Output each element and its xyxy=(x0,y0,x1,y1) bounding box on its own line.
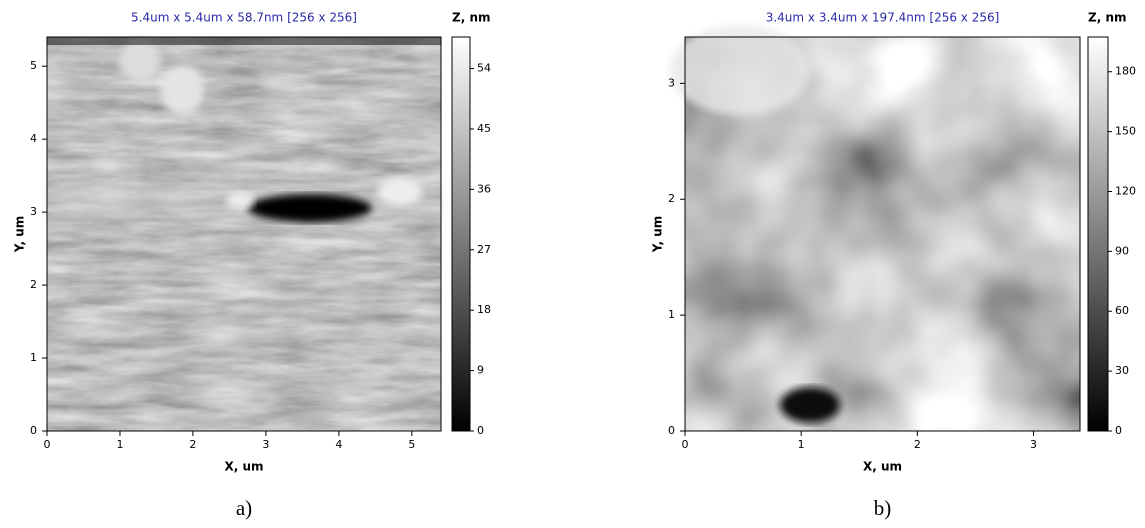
y-tick-label: 0 xyxy=(30,424,37,437)
x-tick-label: 2 xyxy=(914,438,921,451)
colorbar-tick-label: 60 xyxy=(1115,304,1129,317)
caption: b) xyxy=(874,496,892,520)
x-axis-label: X, um xyxy=(224,460,263,474)
x-tick-label: 1 xyxy=(798,438,805,451)
colorbar-tick-label: 9 xyxy=(477,364,484,377)
x-tick-label: 3 xyxy=(1030,438,1037,451)
x-tick-label: 0 xyxy=(682,438,689,451)
colorbar-tick-label: 90 xyxy=(1115,244,1129,257)
colorbar-tick-label: 180 xyxy=(1115,65,1136,78)
colorbar-tick-label: 27 xyxy=(477,243,491,256)
colorbar-tick-label: 120 xyxy=(1115,184,1136,197)
colorbar-tick-label: 36 xyxy=(477,182,491,195)
x-axis-label: X, um xyxy=(863,460,902,474)
x-tick-label: 0 xyxy=(44,438,51,451)
x-tick-label: 1 xyxy=(116,438,123,451)
x-tick-label: 2 xyxy=(189,438,196,451)
colorbar xyxy=(451,36,471,432)
plot-frame xyxy=(684,36,1081,432)
colorbar-tick-label: 0 xyxy=(1115,424,1122,437)
x-tick-label: 4 xyxy=(335,438,342,451)
x-tick-label: 5 xyxy=(408,438,415,451)
colorbar-tick-label: 0 xyxy=(477,424,484,437)
colorbar-label: Z, nm xyxy=(452,11,490,25)
y-tick-label: 1 xyxy=(30,351,37,364)
y-tick-label: 3 xyxy=(30,205,37,218)
chart-title: 5.4um x 5.4um x 58.7nm [256 x 256] xyxy=(131,11,357,25)
y-tick-label: 4 xyxy=(30,132,37,145)
y-tick-label: 0 xyxy=(668,424,675,437)
chart-title: 3.4um x 3.4um x 197.4nm [256 x 256] xyxy=(766,11,1000,25)
colorbar-label: Z, nm xyxy=(1088,11,1126,25)
y-tick-label: 5 xyxy=(30,59,37,72)
caption: a) xyxy=(236,496,252,520)
afm-image-a xyxy=(47,37,441,431)
y-axis-label: Y, um xyxy=(13,216,27,254)
colorbar xyxy=(1087,36,1109,432)
colorbar-tick-label: 54 xyxy=(477,62,491,75)
y-tick-label: 2 xyxy=(668,192,675,205)
y-tick-label: 2 xyxy=(30,278,37,291)
colorbar-tick-label: 18 xyxy=(477,303,491,316)
colorbar-tick-label: 30 xyxy=(1115,364,1129,377)
y-tick-label: 1 xyxy=(668,308,675,321)
colorbar-tick-label: 45 xyxy=(477,122,491,135)
y-axis-label: Y, um xyxy=(651,216,665,254)
colorbar-tick-label: 150 xyxy=(1115,125,1136,138)
afm-image-b xyxy=(670,25,1080,431)
plot-frame xyxy=(46,36,442,432)
y-tick-label: 3 xyxy=(668,76,675,89)
x-tick-label: 3 xyxy=(262,438,269,451)
